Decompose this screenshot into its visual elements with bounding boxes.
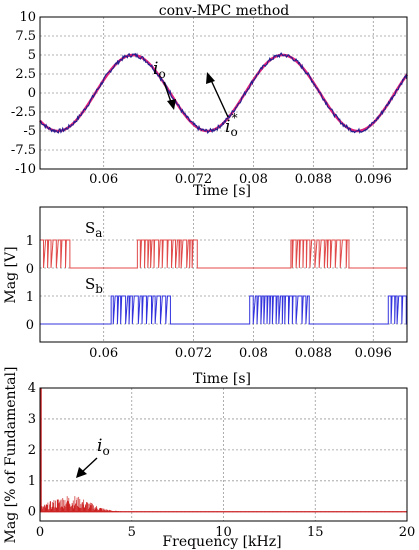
p1-y-tick-label: 10 [19, 10, 36, 25]
p2-x-tick-label: 0.06 [89, 346, 118, 361]
panel-spectrum: 0 1 2 3 4 0 5 10 15 20 Frequency [kHz] Mag [% of… [3, 367, 415, 550]
series-sa-line [39, 239, 407, 269]
p3-x-tick-labels: 0 5 10 15 20 [36, 525, 415, 540]
p1-x-tick-labels: 0.06 0.072 0.08 0.088 0.096 [89, 172, 392, 187]
p1-frame [39, 16, 408, 170]
p3-frame [39, 387, 408, 522]
panel-switching: 1 0 1 0 Sa Sb 0.06 0.072 0.08 0.088 0.096 Ti… [3, 206, 408, 387]
p3-spectrum-bars [40, 388, 407, 513]
p3-y-tick-label: 2 [28, 443, 36, 458]
p1-x-tick-label: 0.06 [89, 172, 118, 187]
p2-x-tick-labels: 0.06 0.072 0.08 0.088 0.096 [89, 346, 392, 361]
p1-y-tick-label: 0 [28, 86, 36, 101]
p3-x-tick-label: 10 [215, 525, 232, 540]
p2-y-tick-sa-1: 1 [26, 234, 34, 249]
p1-x-tick-label: 0.072 [175, 172, 212, 187]
p2-y-tick-sb-0: 0 [26, 318, 34, 333]
p1-y-tick-label: 7.5 [15, 29, 36, 44]
p3-y-tick-label: 0 [28, 505, 36, 520]
series-io-line [39, 52, 408, 135]
p1-x-axis-label: Time [s] [193, 183, 251, 199]
annotation-io-ref-arrowhead [206, 72, 215, 84]
p1-y-tick-label: -10 [15, 162, 36, 177]
p1-x-tick-label: 0.096 [355, 172, 392, 187]
p1-y-tick-label: -5 [23, 124, 36, 139]
p2-y-tick-sa-0: 0 [26, 262, 34, 277]
panel-current: conv-MPC method 107.552.50-2.5-5-7.5-10 … [11, 3, 409, 199]
annotation-io-ref-arrow [210, 79, 229, 118]
annotation-spectrum-arrow [81, 457, 98, 473]
p3-y-tick-label: 1 [28, 474, 36, 489]
p1-y-tick-label: 2.5 [15, 67, 36, 82]
p3-x-tick-label: 5 [128, 525, 136, 540]
p3-x-axis-label: Frequency [kHz] [162, 534, 281, 550]
chart-title: conv-MPC method [159, 3, 289, 19]
label-sb: Sb [85, 275, 103, 296]
p3-x-tick-label: 15 [307, 525, 324, 540]
p3-x-tick-label: 0 [36, 525, 44, 540]
p2-frame [39, 206, 408, 343]
p1-x-tick-label: 0.088 [295, 172, 332, 187]
p2-x-tick-label: 0.096 [355, 346, 392, 361]
p2-y-axis-label: Mag [V] [3, 246, 19, 303]
annotation-io: io [153, 59, 166, 81]
p1-y-tick-labels: 10 7.5 5 2.5 0 -2.5 -5 -7.5 -10 [11, 10, 36, 177]
p1-x-tick-label: 0.08 [239, 172, 268, 187]
annotation-spectrum-io: io [97, 436, 110, 458]
p1-y-tick-label: 5 [28, 48, 36, 63]
p2-x-tick-label: 0.088 [295, 346, 332, 361]
p2-x-tick-label: 0.072 [175, 346, 212, 361]
p1-y-tick-label: -2.5 [11, 105, 36, 120]
p1-y-tick-label: -7.5 [11, 143, 36, 158]
annotation-spectrum-arrowhead [76, 467, 87, 478]
p2-x-axis-label: Time [s] [193, 371, 251, 387]
p3-y-axis-label: Mag [% of Fundamental] [3, 367, 19, 544]
label-sa: Sa [85, 219, 102, 240]
p3-grid [39, 387, 408, 521]
p3-y-tick-label: 4 [28, 381, 36, 396]
p3-x-tick-label: 20 [399, 525, 416, 540]
p2-y-tick-sb-1: 1 [26, 290, 34, 305]
p3-y-tick-labels: 0 1 2 3 4 [28, 381, 36, 520]
p3-y-tick-label: 3 [28, 412, 36, 427]
annotation-io-ref: io* [225, 111, 238, 139]
series-sb-line [40, 295, 407, 325]
annotation-io-arrowhead [167, 99, 176, 110]
p2-x-tick-label: 0.08 [239, 346, 268, 361]
